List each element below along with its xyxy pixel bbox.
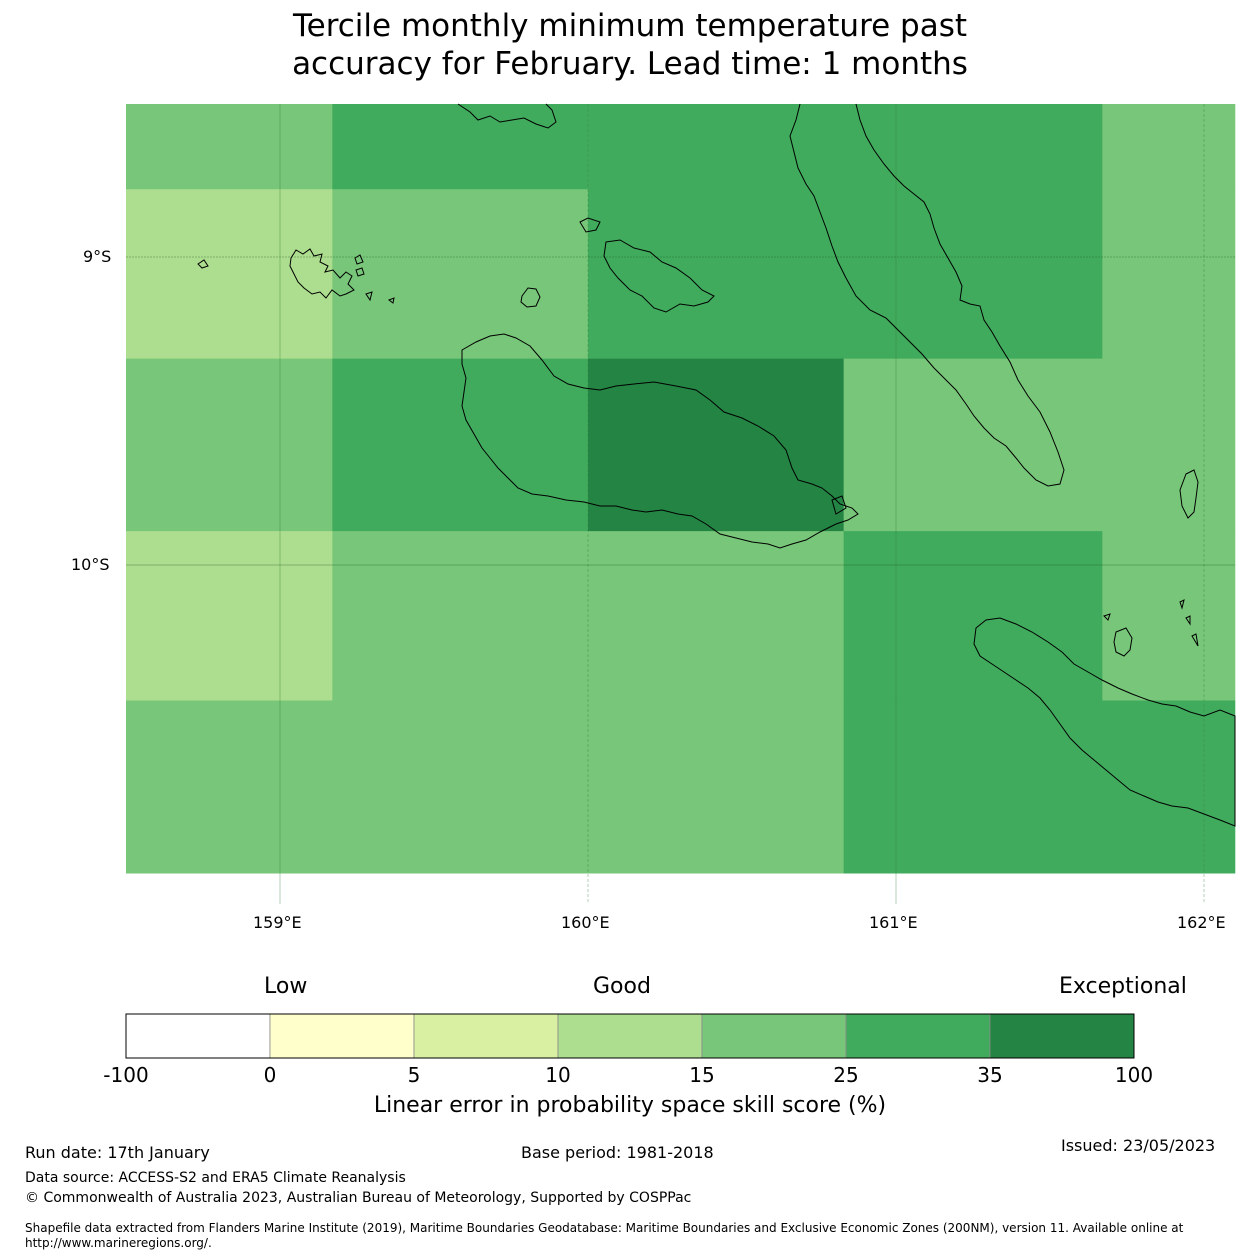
grid-cell xyxy=(843,104,1103,190)
grid-cell xyxy=(332,531,845,702)
coast-islet-4 xyxy=(387,297,395,304)
coast-islet-5 xyxy=(579,217,601,233)
colorbar-segment xyxy=(989,1013,1135,1059)
grid-cell xyxy=(332,189,589,360)
colorbar-segment xyxy=(557,1013,703,1059)
grid-cell xyxy=(126,189,333,360)
grid-cell xyxy=(126,358,333,532)
lat-label-9s: 9°S xyxy=(83,247,112,266)
colorbar-segment xyxy=(845,1013,991,1059)
coast-small-island-east xyxy=(1179,469,1199,519)
lat-label-10s: 10°S xyxy=(71,555,110,574)
colorbar-exceptional-label: Exceptional xyxy=(1059,974,1187,999)
coast-malaita xyxy=(789,103,1065,487)
coast-islet-8 xyxy=(1185,615,1191,626)
grid-cell xyxy=(126,104,333,190)
chart-title-line1: Tercile monthly minimum temperature past xyxy=(292,8,968,44)
coast-islet-6 xyxy=(1103,613,1111,621)
colorbar-segment xyxy=(269,1013,415,1059)
colorbar-segment xyxy=(413,1013,559,1059)
colorbar-tick-label: 100 xyxy=(1114,1063,1154,1087)
lon-label-160e: 160°E xyxy=(561,913,610,932)
coast-makira xyxy=(973,617,1236,827)
coast-malaita-south xyxy=(603,239,715,313)
colorbar-good-label: Good xyxy=(593,974,651,999)
grid-cell xyxy=(1102,189,1236,360)
coastlines xyxy=(197,103,1236,827)
grid-cell xyxy=(1102,104,1236,190)
chart-title-line2: accuracy for February. Lead time: 1 mont… xyxy=(292,46,968,82)
colorbar-tick-label: 25 xyxy=(833,1063,859,1087)
colorbar-tick-label: 0 xyxy=(263,1063,277,1087)
coast-islet-10 xyxy=(831,495,847,515)
colorbar-axis-label: Linear error in probability space skill … xyxy=(373,1093,887,1118)
grid-cell xyxy=(126,700,845,874)
coast-islet-1 xyxy=(354,254,364,265)
coast-islet-9 xyxy=(1191,633,1199,647)
grid-cell xyxy=(843,700,1236,874)
coast-florida-islands xyxy=(289,248,355,299)
coast-savo-island xyxy=(520,287,541,308)
coast-north-fragment xyxy=(457,103,557,129)
colorbar-tick-label: 15 xyxy=(689,1063,715,1087)
shapefile-credit-line1: Shapefile data extracted from Flanders M… xyxy=(25,1221,1184,1235)
colorbar-tick-label: 5 xyxy=(407,1063,421,1087)
colorbar-low-label: Low xyxy=(264,974,308,999)
grid-cell xyxy=(332,104,845,190)
run-date: Run date: 17th January xyxy=(25,1143,210,1162)
lon-label-161e: 161°E xyxy=(869,913,918,932)
coast-guadalcanal xyxy=(461,333,859,549)
lon-label-162e: 162°E xyxy=(1177,913,1226,932)
gridlines xyxy=(126,104,1235,904)
grid-cell xyxy=(843,358,1236,532)
coast-islet-3 xyxy=(365,291,373,302)
colorbar-segment xyxy=(125,1013,271,1059)
grid-cells xyxy=(126,104,1236,874)
colorbar-segment xyxy=(701,1013,847,1059)
coast-ugi-island xyxy=(1113,627,1133,657)
coast-islet-2 xyxy=(355,267,365,277)
coast-islet-west xyxy=(197,259,209,269)
data-source: Data source: ACCESS-S2 and ERA5 Climate … xyxy=(25,1170,406,1186)
grid-cell xyxy=(588,358,845,532)
base-period: Base period: 1981-2018 xyxy=(521,1143,714,1162)
grid-cell xyxy=(126,531,333,702)
colorbar-tick-label: 35 xyxy=(977,1063,1003,1087)
colorbar-tick-label: -100 xyxy=(103,1063,149,1087)
colorbar-frame xyxy=(125,1013,1135,1059)
issued-date: Issued: 23/05/2023 xyxy=(1061,1136,1216,1155)
grid-cell xyxy=(332,358,589,532)
grid-cell xyxy=(588,189,1103,360)
grid-cell xyxy=(843,531,1103,702)
copyright: © Commonwealth of Australia 2023, Austra… xyxy=(25,1190,692,1206)
coast-islet-7 xyxy=(1179,599,1185,610)
colorbar-tick-label: 10 xyxy=(545,1063,571,1087)
colorbar xyxy=(125,1013,1135,1059)
shapefile-credit-line2: http://www.marineregions.org/. xyxy=(25,1236,212,1250)
lon-label-159e: 159°E xyxy=(253,913,302,932)
grid-cell xyxy=(1102,531,1236,702)
